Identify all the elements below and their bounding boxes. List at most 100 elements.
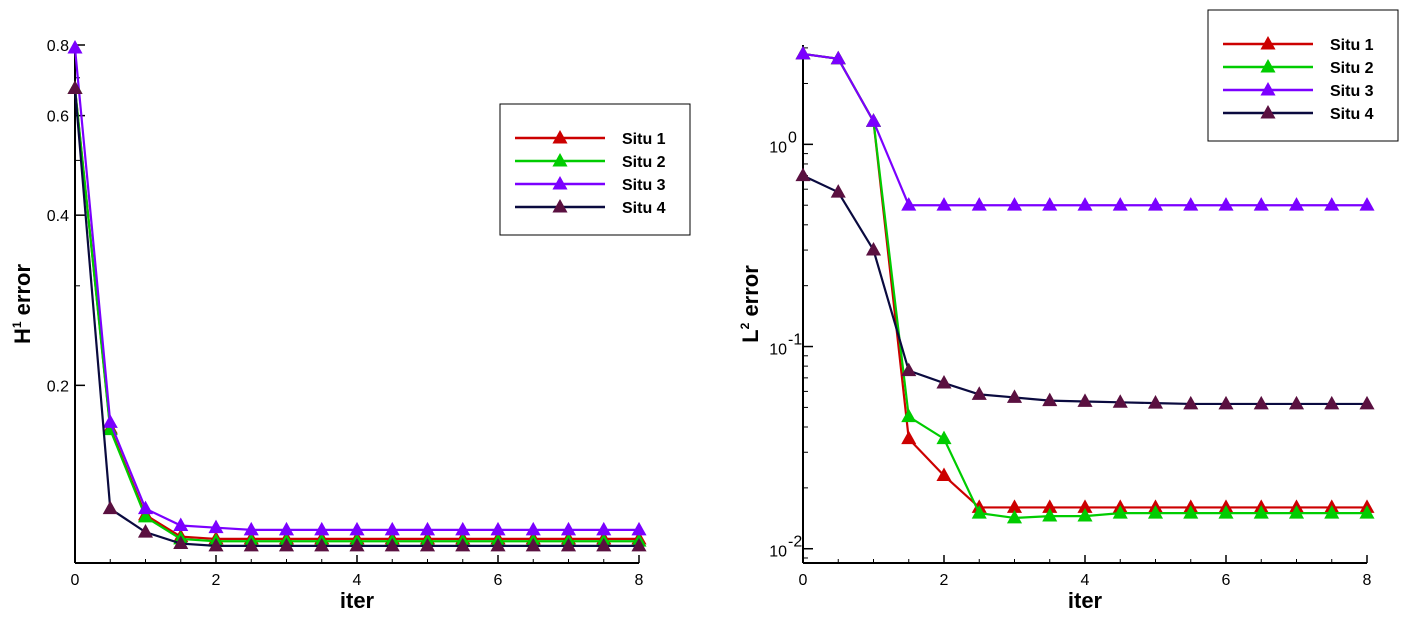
y-tick-label: 0.8 [47, 38, 69, 55]
x-tick-label: 2 [940, 572, 949, 589]
data-point [243, 521, 259, 536]
data-point [1147, 197, 1164, 211]
y-tick-label: 0.6 [47, 109, 69, 126]
x-tick-label: 8 [635, 572, 644, 589]
data-point [243, 537, 259, 552]
x-tick-label: 0 [799, 572, 808, 589]
x-tick-label: 2 [212, 572, 221, 589]
data-point [1112, 394, 1128, 408]
data-point [1359, 395, 1375, 410]
legend-label: Situ 2 [622, 154, 666, 171]
legend-label: Situ 1 [1330, 37, 1374, 54]
data-point [384, 521, 400, 536]
data-point [936, 374, 952, 389]
data-point [1218, 395, 1234, 410]
data-point [490, 537, 506, 552]
data-point [1218, 505, 1234, 519]
data-point [419, 537, 436, 552]
data-point [208, 537, 224, 552]
data-point [137, 524, 154, 538]
data-point [173, 535, 189, 550]
data-point [1147, 395, 1164, 409]
data-point [1359, 505, 1375, 519]
y-axis-title: L2 error [738, 265, 763, 343]
data-point [1042, 508, 1058, 522]
series-situ-4 [795, 167, 1375, 410]
data-point [631, 521, 647, 536]
data-point [1253, 197, 1269, 211]
data-point [1006, 197, 1023, 211]
x-axis-title: iter [1068, 588, 1103, 613]
x-tick-label: 4 [1081, 572, 1090, 589]
legend-marker [552, 152, 568, 167]
data-point [971, 505, 987, 519]
y-tick-label: 10 [769, 342, 787, 359]
data-point [936, 430, 952, 445]
data-point [67, 80, 83, 94]
data-point [419, 521, 436, 536]
data-point [971, 197, 987, 211]
data-point [1006, 509, 1023, 524]
data-point [455, 521, 471, 536]
data-point [901, 430, 917, 445]
data-point [1183, 395, 1199, 410]
legend-marker [552, 175, 568, 190]
y-tick-label: 0.2 [47, 378, 69, 395]
data-point [455, 537, 471, 552]
legend-box [1207, 9, 1399, 142]
x-tick-label: 0 [71, 572, 80, 589]
data-point [278, 537, 295, 552]
y-tick-exponent: 0 [788, 129, 797, 146]
legend-label: Situ 1 [622, 131, 666, 148]
data-point [560, 537, 577, 552]
data-point [901, 362, 917, 377]
data-point [525, 521, 541, 536]
data-point [525, 537, 541, 552]
y-tick-label: 10 [769, 139, 787, 156]
data-point [349, 537, 365, 552]
y-tick-exponent: -2 [788, 534, 802, 551]
data-point [1006, 499, 1023, 513]
data-point [102, 500, 118, 515]
x-tick-label: 6 [494, 572, 503, 589]
data-point [1077, 508, 1093, 522]
data-point [560, 521, 577, 536]
data-point [1042, 197, 1058, 211]
data-point [67, 40, 83, 54]
data-point [349, 521, 365, 536]
legend-marker [552, 198, 568, 213]
data-point [830, 50, 846, 65]
data-point [901, 408, 917, 423]
data-point [1324, 395, 1340, 410]
data-point [1253, 395, 1269, 410]
legend-marker [1260, 81, 1276, 96]
data-point [1112, 505, 1128, 519]
x-axis-title: iter [340, 588, 375, 613]
legend-box [499, 103, 691, 236]
data-point [795, 45, 811, 60]
x-tick-label: 8 [1363, 572, 1372, 589]
legend-marker [1260, 58, 1276, 73]
data-point [1288, 505, 1305, 519]
data-point [137, 500, 154, 515]
data-point [1077, 393, 1093, 407]
y-tick-label: 0.4 [47, 208, 69, 225]
x-tick-label: 6 [1222, 572, 1231, 589]
legend-marker [1260, 35, 1276, 50]
x-tick-label: 4 [353, 572, 362, 589]
data-point [208, 519, 224, 534]
series-situ-3 [67, 40, 647, 536]
data-point [865, 113, 882, 127]
data-point [1288, 197, 1305, 211]
data-point [830, 184, 846, 198]
data-point [1253, 505, 1269, 519]
data-point [278, 521, 295, 536]
legend-label: Situ 2 [1330, 60, 1374, 77]
data-point [1324, 197, 1340, 211]
data-point [1324, 505, 1340, 519]
data-point [1288, 395, 1305, 410]
data-point [490, 521, 506, 536]
